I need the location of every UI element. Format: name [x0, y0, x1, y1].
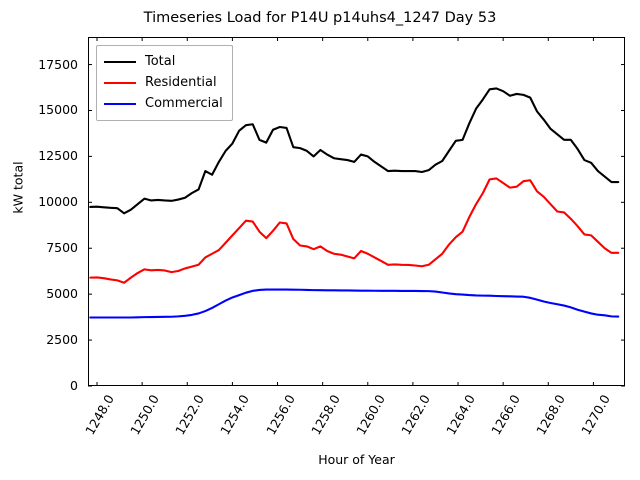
- y-tick-label: 10000: [38, 194, 78, 210]
- x-tick-label: 1254.0: [217, 392, 253, 438]
- y-tick-label: 15000: [38, 102, 78, 118]
- y-axis-label: kW total: [10, 161, 26, 214]
- legend-swatch-total: [104, 60, 136, 63]
- x-tick-label: 1264.0: [443, 392, 479, 438]
- plot-area: [88, 37, 625, 387]
- y-tick-label: 7500: [46, 240, 78, 256]
- x-tick-label: 1268.0: [533, 392, 569, 438]
- legend-swatch-commercial: [104, 102, 136, 105]
- legend-label-commercial: Commercial: [145, 96, 223, 111]
- x-tick-label: 1258.0: [307, 392, 343, 438]
- y-tick-label: 2500: [46, 332, 78, 348]
- plot-frame: [88, 37, 625, 386]
- series-line-residential: [89, 177, 620, 284]
- x-tick-label: 1270.0: [578, 392, 614, 438]
- x-tick-label: 1252.0: [172, 392, 208, 438]
- y-tick-label: 12500: [38, 148, 78, 164]
- chart-title: Timeseries Load for P14U p14uhs4_1247 Da…: [143, 10, 497, 26]
- legend-item-commercial: Commercial: [104, 93, 223, 114]
- x-tick-label: 1256.0: [262, 392, 298, 438]
- y-tick-label: 5000: [46, 286, 78, 302]
- x-axis-label: Hour of Year: [318, 452, 395, 467]
- y-tick-label: 17500: [38, 56, 78, 72]
- legend-label-total: Total: [145, 54, 176, 69]
- x-tick-label: 1262.0: [398, 392, 433, 438]
- x-tick-label: 1260.0: [352, 392, 388, 438]
- legend-item-residential: Residential: [104, 72, 223, 93]
- x-tick-label: 1248.0: [82, 392, 118, 438]
- y-tick-label: 0: [70, 378, 78, 393]
- legend-swatch-residential: [104, 81, 136, 84]
- x-tick-label: 1250.0: [127, 392, 163, 438]
- series-line-commercial: [89, 288, 620, 319]
- legend-label-residential: Residential: [145, 75, 217, 90]
- legend-item-total: Total: [104, 51, 223, 72]
- chart-legend: Total Residential Commercial: [96, 45, 233, 121]
- x-tick-label: 1266.0: [488, 392, 524, 438]
- series-line-total: [89, 87, 620, 215]
